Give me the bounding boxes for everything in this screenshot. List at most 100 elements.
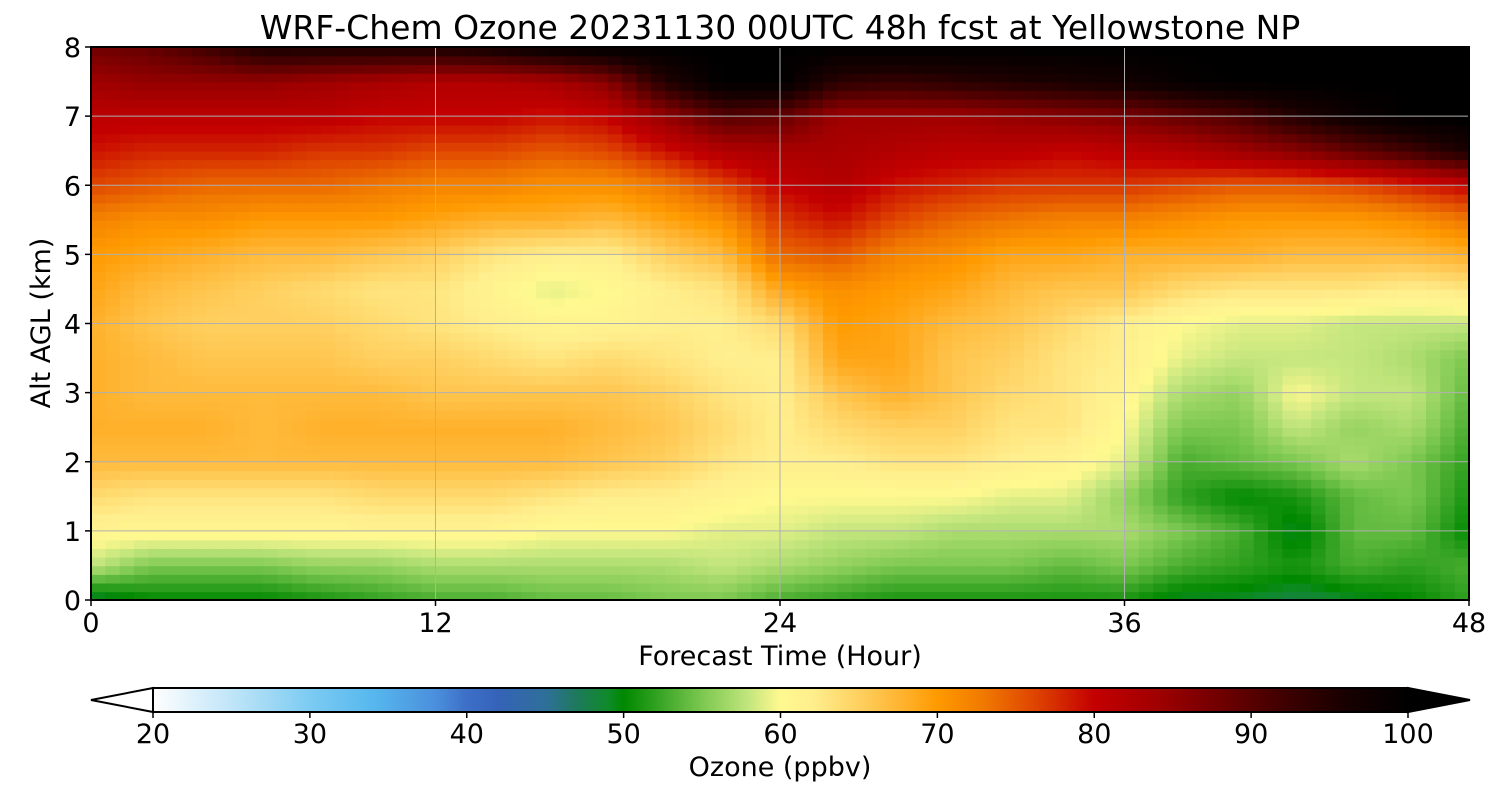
heatmap-cell	[650, 530, 666, 541]
heatmap-cell	[535, 565, 552, 575]
heatmap-cell	[535, 582, 552, 593]
heatmap-cell	[363, 530, 379, 541]
heatmap-cell	[421, 591, 437, 600]
heatmap-cell	[794, 392, 810, 403]
heatmap-cell	[535, 193, 552, 204]
heatmap-cell	[507, 530, 523, 541]
heatmap-cell	[177, 193, 193, 204]
heatmap-cell	[1009, 314, 1025, 325]
heatmap-cell	[1339, 453, 1355, 463]
heatmap-cell	[679, 479, 695, 489]
heatmap-cell	[1368, 306, 1384, 316]
heatmap-cell	[392, 323, 408, 333]
heatmap-cell	[1181, 435, 1198, 446]
heatmap-cell	[1282, 193, 1298, 204]
heatmap-cell	[464, 392, 480, 403]
heatmap-cell	[1181, 340, 1198, 351]
heatmap-cell	[894, 323, 910, 333]
heatmap-cell	[1296, 202, 1312, 212]
heatmap-cell	[1454, 167, 1469, 178]
heatmap-cell	[1411, 150, 1427, 161]
heatmap-cell	[220, 383, 236, 394]
heatmap-cell	[535, 306, 552, 316]
heatmap-cell	[1153, 375, 1169, 385]
heatmap-cell	[1095, 159, 1111, 169]
heatmap-cell	[1382, 444, 1399, 454]
heatmap-cell	[823, 150, 839, 161]
heatmap-cell	[593, 383, 609, 394]
heatmap-cell	[449, 565, 465, 575]
heatmap-cell	[665, 574, 681, 584]
heatmap-cell	[751, 237, 767, 247]
heatmap-cell	[449, 306, 465, 316]
heatmap-cell	[306, 245, 322, 256]
heatmap-cell	[1311, 513, 1327, 524]
heatmap-cell	[1153, 392, 1169, 403]
heatmap-cell	[837, 167, 853, 178]
heatmap-cell	[220, 539, 236, 549]
heatmap-cell	[1268, 358, 1284, 368]
heatmap-cell	[650, 565, 666, 575]
heatmap-cell	[421, 167, 437, 178]
heatmap-cell	[1282, 263, 1298, 273]
heatmap-cell	[306, 461, 322, 472]
heatmap-cell	[1296, 219, 1312, 230]
heatmap-cell	[1268, 582, 1284, 593]
heatmap-cell	[564, 383, 580, 394]
heatmap-cell	[1311, 556, 1327, 567]
heatmap-cell	[421, 176, 437, 187]
heatmap-cell	[1282, 332, 1298, 342]
heatmap-cell	[1268, 556, 1284, 567]
heatmap-cell	[349, 565, 365, 575]
heatmap-cell	[1067, 185, 1083, 195]
heatmap-cell	[851, 237, 867, 247]
heatmap-cell	[421, 383, 437, 394]
heatmap-cell	[1239, 332, 1255, 342]
heatmap-cell	[823, 401, 839, 411]
heatmap-cell	[291, 176, 308, 187]
heatmap-cell	[220, 548, 236, 558]
heatmap-cell	[478, 340, 494, 351]
heatmap-cell	[248, 565, 265, 575]
heatmap-cell	[1138, 271, 1154, 282]
heatmap-cell	[291, 513, 308, 524]
heatmap-cell	[1052, 504, 1068, 515]
heatmap-cell	[966, 314, 982, 325]
heatmap-cell	[1124, 288, 1140, 299]
heatmap-cell	[679, 409, 695, 420]
heatmap-cell	[966, 383, 982, 394]
heatmap-cell	[650, 487, 666, 498]
heatmap-cell	[693, 513, 710, 524]
heatmap-cell	[320, 254, 336, 264]
heatmap-cell	[1110, 193, 1126, 204]
heatmap-cell	[1224, 366, 1241, 377]
heatmap-cell	[1167, 548, 1183, 558]
heatmap-cell	[1024, 228, 1040, 238]
heatmap-cell	[1382, 487, 1399, 498]
heatmap-cell	[392, 427, 408, 437]
heatmap-cell	[1325, 392, 1341, 403]
heatmap-cell	[464, 314, 480, 325]
heatmap-cell	[1440, 297, 1456, 308]
heatmap-cell	[535, 444, 552, 454]
heatmap-cell	[1253, 254, 1269, 264]
heatmap-cell	[1296, 245, 1312, 256]
heatmap-cell	[507, 375, 523, 385]
heatmap-cell	[205, 366, 221, 377]
heatmap-cell	[880, 228, 896, 238]
heatmap-cell	[263, 582, 279, 593]
heatmap-cell	[1282, 176, 1298, 187]
heatmap-cell	[909, 340, 925, 351]
heatmap-cell	[909, 530, 925, 541]
heatmap-cell	[1382, 461, 1399, 472]
heatmap-cell	[1138, 159, 1154, 169]
heatmap-cell	[1411, 383, 1427, 394]
heatmap-cell	[909, 444, 925, 454]
heatmap-cell	[248, 332, 265, 342]
heatmap-cell	[492, 530, 509, 541]
heatmap-cell	[1167, 245, 1183, 256]
heatmap-cell	[1024, 323, 1040, 333]
heatmap-cell	[837, 254, 853, 264]
heatmap-cell	[263, 288, 279, 299]
heatmap-cell	[1296, 591, 1312, 600]
